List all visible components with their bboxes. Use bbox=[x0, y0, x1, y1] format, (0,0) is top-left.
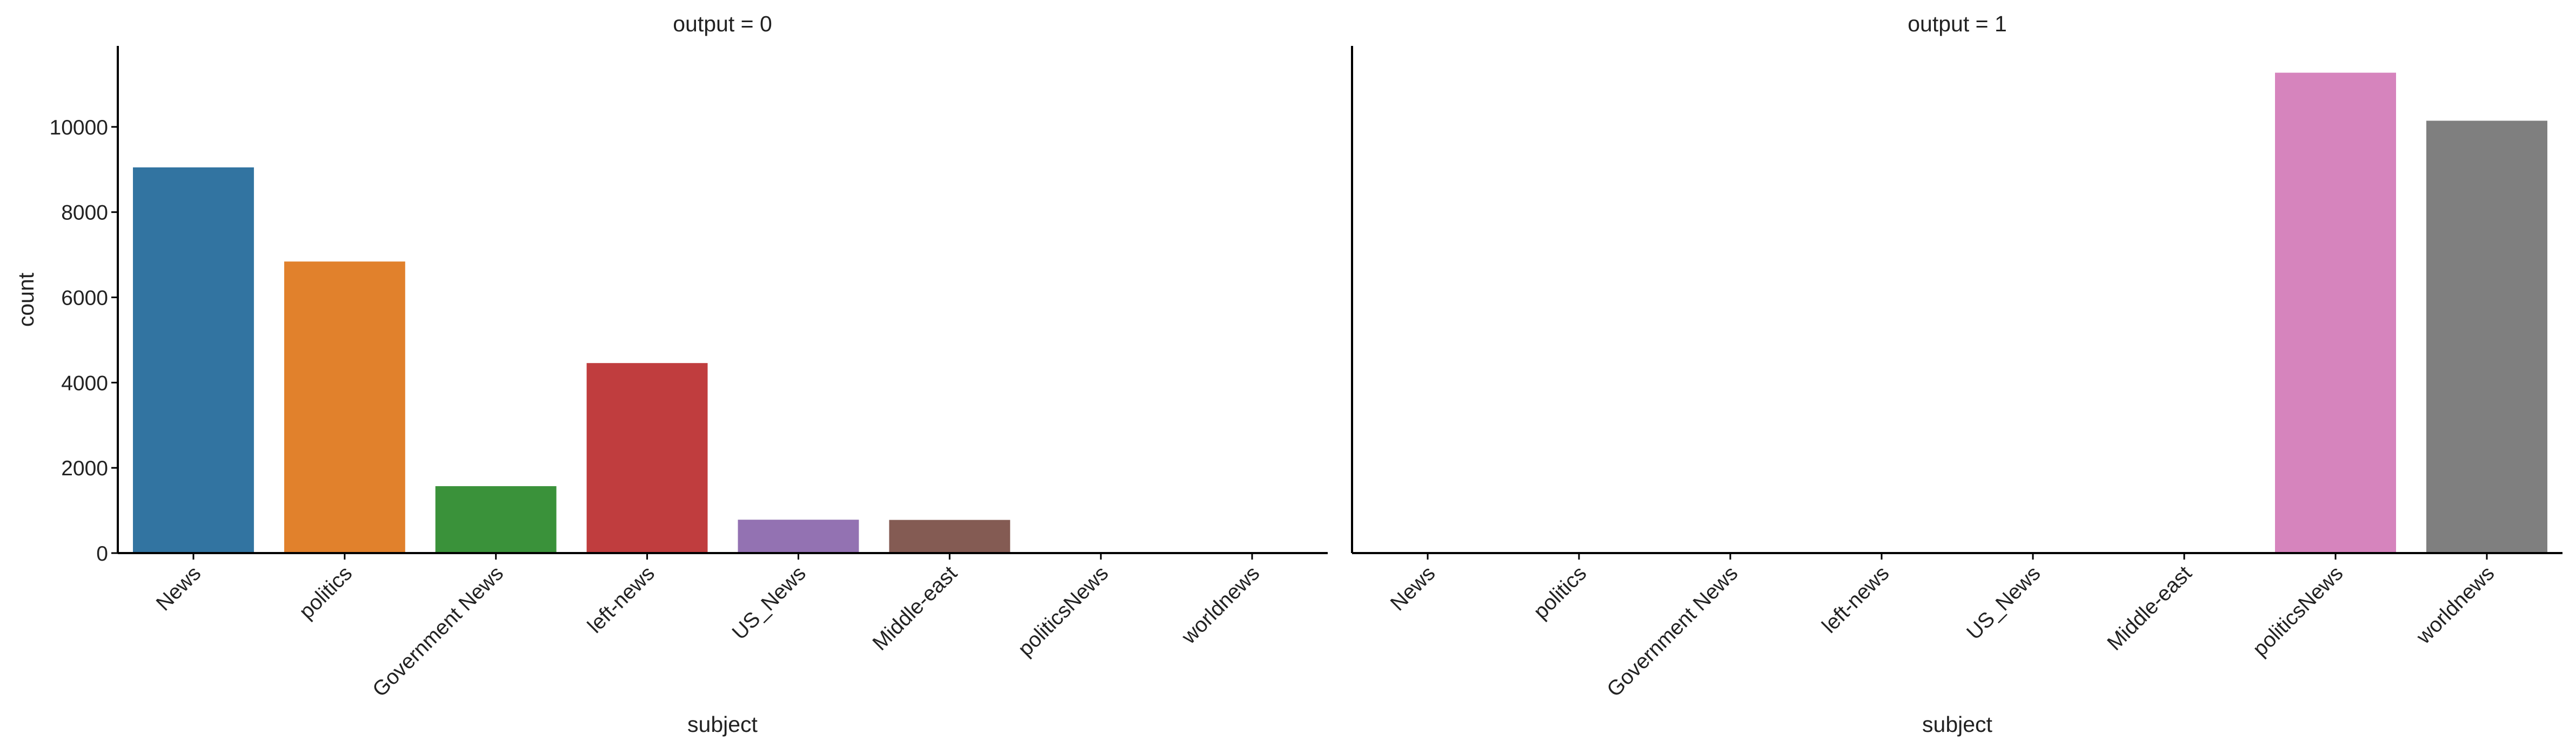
x-axis-label-0: subject bbox=[687, 712, 758, 737]
y-tick-label-3: 6000 bbox=[61, 287, 108, 310]
x-axis-label-1: subject bbox=[1922, 712, 1993, 737]
y-tick-label-1: 2000 bbox=[61, 457, 108, 480]
y-tick-label-4: 8000 bbox=[61, 201, 108, 225]
y-ticks-group: 0 2000 4000 6000 8000 10000 bbox=[50, 116, 118, 566]
bar-0-2 bbox=[435, 486, 557, 553]
facet-title-1: output = 1 bbox=[1908, 11, 2007, 36]
bar-1-7 bbox=[2426, 120, 2547, 553]
bar-0-5 bbox=[889, 520, 1011, 553]
bar-1-6 bbox=[2275, 72, 2396, 554]
y-tick-label-0: 0 bbox=[96, 542, 108, 566]
y-axis-label: count bbox=[14, 272, 38, 327]
bar-0-1 bbox=[284, 261, 405, 553]
bar-0-3 bbox=[586, 363, 708, 553]
y-tick-label-2: 4000 bbox=[61, 372, 108, 395]
bars-group-0 bbox=[133, 167, 1011, 553]
bars-group-1 bbox=[2275, 72, 2547, 554]
y-tick-label-5: 10000 bbox=[50, 116, 108, 139]
bar-0-4 bbox=[738, 520, 859, 553]
bar-0-0 bbox=[133, 167, 254, 553]
facet-title-0: output = 0 bbox=[673, 11, 772, 36]
